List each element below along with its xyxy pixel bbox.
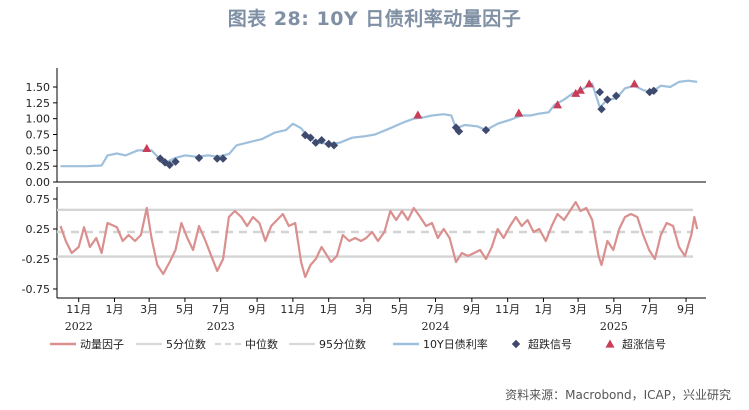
x-tick-label: 3月 bbox=[569, 303, 587, 316]
x-tick-label: 7月 bbox=[641, 303, 659, 316]
legend-label: 10Y日债利率 bbox=[423, 337, 488, 351]
oversold-signal-marker bbox=[160, 158, 170, 167]
x-tick-label: 5月 bbox=[176, 303, 194, 316]
legend-swatch bbox=[511, 339, 521, 349]
bottom-panel: -0.75 -0.25 0.25 0.75 11月 1月 3月 5月 7月 9月 11月 1月 3月 5月… bbox=[22, 187, 706, 333]
oversold-signal-marker bbox=[218, 154, 228, 163]
top-panel: 0.00 0.25 0.50 0.75 1.00 1.25 1.50 bbox=[26, 68, 706, 189]
bottom-y-tick-label: 0.75 bbox=[26, 193, 51, 206]
x-tick-label: 1月 bbox=[106, 303, 124, 316]
yield-line bbox=[60, 79, 698, 168]
x-tick-label: 7月 bbox=[426, 303, 444, 316]
oversold-signal-marker bbox=[597, 104, 606, 114]
legend-item: 中位数 bbox=[215, 337, 278, 351]
x-year-label: 2023 bbox=[207, 320, 235, 333]
x-tick-label: 5月 bbox=[605, 303, 623, 316]
top-y-tick-label: 1.25 bbox=[26, 97, 51, 110]
x-tick-label: 1月 bbox=[320, 303, 338, 316]
x-tick-label: 7月 bbox=[212, 303, 230, 316]
oversold-signal-marker bbox=[649, 86, 658, 95]
overbought-signal-marker bbox=[629, 79, 639, 88]
overbought-signal-marker bbox=[514, 108, 524, 117]
legend: 动量因子 5分位数 中位数 95分位数 10Y日债利率 超跌信号 超涨信号 bbox=[50, 337, 666, 351]
legend-item: 95分位数 bbox=[289, 337, 366, 351]
overbought-signal-marker bbox=[584, 79, 594, 88]
overbought-signal-marker bbox=[553, 100, 563, 109]
x-tick-label: 11月 bbox=[66, 303, 91, 316]
x-year-label: 2025 bbox=[600, 320, 628, 333]
x-year-label: 2024 bbox=[421, 320, 449, 333]
x-tick-label: 11月 bbox=[495, 303, 520, 316]
overbought-signal-marker bbox=[575, 85, 585, 94]
x-tick-label: 9月 bbox=[677, 303, 695, 316]
legend-item: 超跌信号 bbox=[511, 337, 572, 351]
oversold-signal-marker bbox=[311, 138, 320, 147]
oversold-signal-marker bbox=[603, 95, 612, 104]
x-tick-label: 5月 bbox=[391, 303, 409, 316]
top-y-tick-label: 0.75 bbox=[26, 129, 51, 142]
oversold-signal-marker bbox=[481, 125, 491, 135]
oversold-signal-marker bbox=[306, 133, 315, 142]
legend-item: 动量因子 bbox=[50, 338, 124, 351]
legend-item: 10Y日债利率 bbox=[393, 337, 488, 351]
source-note: 资料来源：Macrobond，ICAP，兴业研究 bbox=[505, 388, 731, 402]
x-tick-label: 3月 bbox=[140, 303, 158, 316]
top-y-tick-label: 1.00 bbox=[26, 113, 51, 126]
oversold-signal-marker bbox=[194, 153, 204, 163]
oversold-signal-marker bbox=[165, 160, 174, 170]
overbought-signal-marker bbox=[413, 110, 423, 119]
x-tick-label: 9月 bbox=[463, 303, 481, 316]
oversold-signal-marker bbox=[212, 154, 222, 163]
overbought-signal-marker bbox=[142, 143, 152, 153]
legend-swatch bbox=[605, 339, 615, 348]
oversold-signal-marker bbox=[156, 154, 165, 163]
oversold-signal-marker bbox=[171, 157, 180, 166]
top-y-tick-label: 0.00 bbox=[26, 176, 51, 189]
top-y-tick-label: 1.50 bbox=[26, 81, 51, 94]
oversold-signal-marker bbox=[317, 136, 326, 145]
oversold-signal-marker bbox=[454, 127, 464, 136]
legend-label: 超涨信号 bbox=[622, 337, 666, 351]
bottom-y-tick-label: -0.75 bbox=[22, 283, 50, 296]
top-y-tick-label: 0.25 bbox=[26, 160, 51, 173]
oversold-signal-marker bbox=[301, 130, 310, 140]
momentum-line bbox=[59, 200, 699, 279]
top-y-tick-label: 0.50 bbox=[26, 144, 51, 157]
bottom-y-tick-label: -0.25 bbox=[22, 253, 50, 266]
legend-item: 5分位数 bbox=[136, 337, 206, 351]
x-tick-label: 3月 bbox=[355, 303, 373, 316]
x-tick-label: 11月 bbox=[280, 303, 305, 316]
legend-label: 动量因子 bbox=[80, 338, 124, 351]
legend-label: 超跌信号 bbox=[528, 337, 572, 351]
overbought-signal-marker bbox=[571, 88, 581, 97]
oversold-signal-marker bbox=[595, 87, 604, 97]
x-tick-label: 1月 bbox=[534, 303, 552, 316]
chart-title: 图表 28: 10Y 日债利率动量因子 bbox=[227, 8, 522, 30]
legend-label: 95分位数 bbox=[319, 337, 366, 351]
x-tick-label: 9月 bbox=[248, 303, 266, 316]
legend-item: 超涨信号 bbox=[605, 337, 666, 351]
oversold-signal-marker bbox=[329, 141, 339, 150]
legend-label: 中位数 bbox=[245, 337, 278, 351]
x-year-label: 2022 bbox=[65, 320, 93, 333]
oversold-signal-marker bbox=[612, 91, 621, 101]
legend-label: 5分位数 bbox=[166, 337, 206, 351]
bottom-y-tick-label: 0.25 bbox=[26, 223, 51, 236]
